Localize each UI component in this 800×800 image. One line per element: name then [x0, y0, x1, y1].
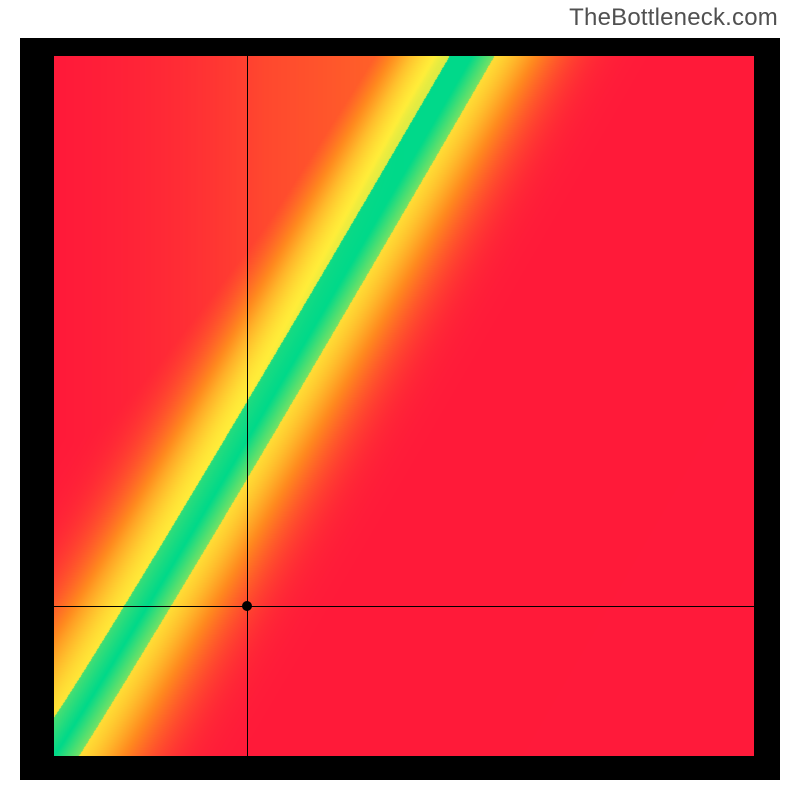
heatmap-canvas — [54, 56, 754, 756]
attribution-text: TheBottleneck.com — [569, 4, 778, 32]
crosshair-vertical — [247, 56, 248, 756]
plot-frame — [20, 38, 780, 780]
marker-dot — [242, 601, 252, 611]
crosshair-horizontal — [54, 606, 754, 607]
